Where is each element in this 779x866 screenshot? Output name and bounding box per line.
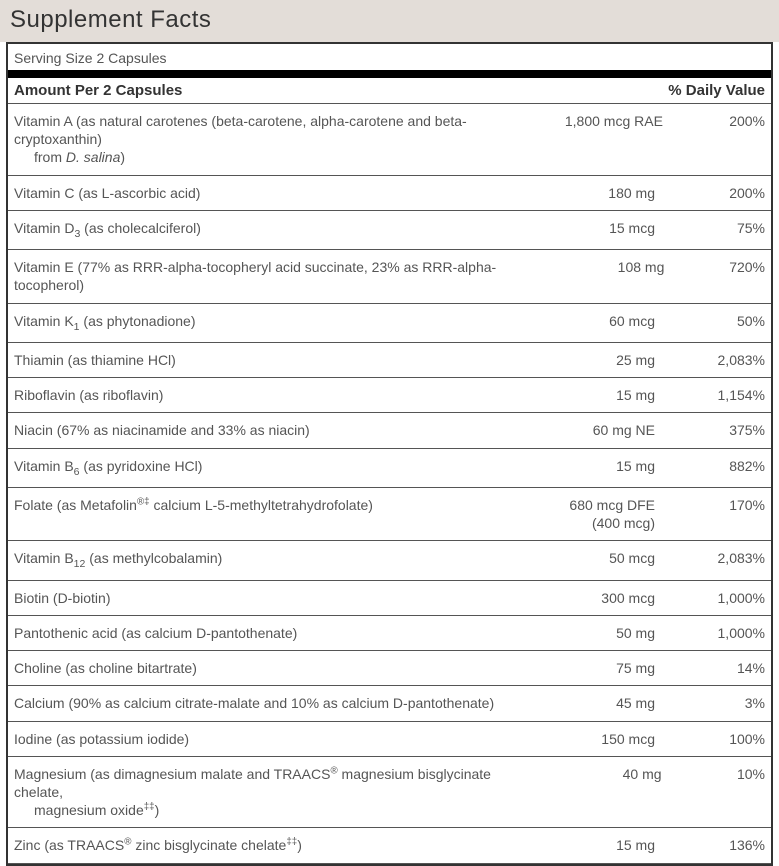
nutrient-name: Vitamin D3 (as cholecalciferol) — [14, 219, 505, 241]
nutrient-amount: 15 mg — [505, 836, 655, 854]
nutrient-name: Riboflavin (as riboflavin) — [14, 386, 505, 404]
nutrient-name: Iodine (as potassium iodide) — [14, 730, 505, 748]
nutrient-amount: 60 mcg — [505, 312, 655, 330]
nutrient-dv: 200% — [655, 184, 765, 202]
table-row: Folate (as Metafolin®‡ calcium L-5-methy… — [8, 488, 771, 541]
table-row: Magnesium (as dimagnesium malate and TRA… — [8, 757, 771, 829]
table-row: Vitamin D3 (as cholecalciferol)15 mcg75% — [8, 211, 771, 250]
col-header-dv: % Daily Value — [655, 82, 765, 99]
nutrient-name: Vitamin K1 (as phytonadione) — [14, 312, 505, 334]
table-row: Riboflavin (as riboflavin)15 mg1,154% — [8, 378, 771, 413]
nutrient-dv: 50% — [655, 312, 765, 330]
nutrient-name: Magnesium (as dimagnesium malate and TRA… — [14, 765, 520, 820]
table-row: Thiamin (as thiamine HCl)25 mg2,083% — [8, 343, 771, 378]
nutrient-amount: 50 mcg — [505, 549, 655, 567]
nutrient-dv: 3% — [655, 694, 765, 712]
nutrient-name: Folate (as Metafolin®‡ calcium L-5-methy… — [14, 496, 505, 514]
nutrient-name: Vitamin B6 (as pyridoxine HCl) — [14, 457, 505, 479]
nutrient-dv: 2,083% — [655, 549, 765, 567]
column-headers: Amount Per 2 Capsules % Daily Value — [8, 78, 771, 104]
nutrient-name: Vitamin A (as natural carotenes (beta-ca… — [14, 112, 524, 167]
nutrient-dv: 170% — [655, 496, 765, 514]
nutrient-amount: 45 mg — [505, 694, 655, 712]
nutrient-name: Calcium (90% as calcium citrate-malate a… — [14, 694, 505, 712]
nutrient-dv: 10% — [662, 765, 765, 783]
nutrient-dv: 14% — [655, 659, 765, 677]
nutrient-amount: 1,800 mcg RAE — [524, 112, 663, 130]
header-bar: Supplement Facts — [0, 0, 779, 42]
nutrient-name: Vitamin E (77% as RRR-alpha-tocopheryl a… — [14, 258, 527, 294]
table-row: Niacin (67% as niacinamide and 33% as ni… — [8, 413, 771, 448]
nutrient-amount: 108 mg — [527, 258, 664, 276]
nutrient-dv: 200% — [663, 112, 765, 130]
nutrient-dv: 375% — [655, 421, 765, 439]
nutrient-amount: 680 mcg DFE(400 mcg) — [505, 496, 655, 532]
title: Supplement Facts — [10, 6, 769, 34]
nutrient-dv: 75% — [655, 219, 765, 237]
table-row: Choline (as choline bitartrate)75 mg14% — [8, 651, 771, 686]
table-row: Vitamin E (77% as RRR-alpha-tocopheryl a… — [8, 250, 771, 303]
nutrient-name: Biotin (D-biotin) — [14, 589, 505, 607]
table-row: Calcium (90% as calcium citrate-malate a… — [8, 686, 771, 721]
nutrient-name: Choline (as choline bitartrate) — [14, 659, 505, 677]
nutrient-amount: 75 mg — [505, 659, 655, 677]
nutrient-amount: 15 mg — [505, 386, 655, 404]
facts-panel: Serving Size 2 Capsules Amount Per 2 Cap… — [6, 42, 773, 866]
rows-container: Vitamin A (as natural carotenes (beta-ca… — [8, 104, 771, 864]
table-row: Vitamin C (as L-ascorbic acid)180 mg200% — [8, 176, 771, 211]
nutrient-name: Vitamin C (as L-ascorbic acid) — [14, 184, 505, 202]
table-row: Biotin (D-biotin)300 mcg1,000% — [8, 581, 771, 616]
nutrient-amount: 60 mg NE — [505, 421, 655, 439]
nutrient-amount: 150 mcg — [505, 730, 655, 748]
col-header-name: Amount Per 2 Capsules — [14, 82, 655, 99]
table-row: Pantothenic acid (as calcium D-pantothen… — [8, 616, 771, 651]
nutrient-dv: 1,154% — [655, 386, 765, 404]
nutrient-name: Thiamin (as thiamine HCl) — [14, 351, 505, 369]
nutrient-amount: 15 mcg — [505, 219, 655, 237]
nutrient-amount: 40 mg — [520, 765, 661, 783]
nutrient-name: Pantothenic acid (as calcium D-pantothen… — [14, 624, 505, 642]
nutrient-dv: 882% — [655, 457, 765, 475]
serving-size: Serving Size 2 Capsules — [8, 44, 771, 78]
table-row: Zinc (as TRAACS® zinc bisglycinate chela… — [8, 828, 771, 863]
nutrient-amount: 180 mg — [505, 184, 655, 202]
table-row: Vitamin K1 (as phytonadione)60 mcg50% — [8, 304, 771, 343]
nutrient-dv: 2,083% — [655, 351, 765, 369]
nutrient-dv: 100% — [655, 730, 765, 748]
nutrient-amount: 300 mcg — [505, 589, 655, 607]
nutrient-name: Zinc (as TRAACS® zinc bisglycinate chela… — [14, 836, 505, 854]
table-row: Iodine (as potassium iodide)150 mcg100% — [8, 722, 771, 757]
nutrient-name: Niacin (67% as niacinamide and 33% as ni… — [14, 421, 505, 439]
nutrient-amount: 50 mg — [505, 624, 655, 642]
nutrient-dv: 720% — [664, 258, 765, 276]
nutrient-amount: 25 mg — [505, 351, 655, 369]
nutrient-dv: 1,000% — [655, 624, 765, 642]
nutrient-dv: 136% — [655, 836, 765, 854]
table-row: Vitamin B6 (as pyridoxine HCl)15 mg882% — [8, 449, 771, 488]
table-row: Vitamin B12 (as methylcobalamin)50 mcg2,… — [8, 541, 771, 580]
nutrient-name: Vitamin B12 (as methylcobalamin) — [14, 549, 505, 571]
nutrient-dv: 1,000% — [655, 589, 765, 607]
table-row: Vitamin A (as natural carotenes (beta-ca… — [8, 104, 771, 176]
nutrient-amount: 15 mg — [505, 457, 655, 475]
